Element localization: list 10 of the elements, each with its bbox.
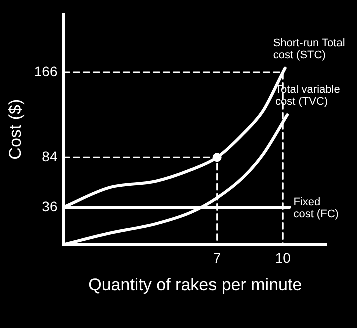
y-tick-label: 84 (42, 148, 58, 164)
x-tick-label: 7 (213, 250, 222, 266)
series-label: Fixed cost (FC) (294, 196, 339, 220)
y-tick-label: 36 (42, 198, 58, 214)
x-axis-title: Quantity of rakes per minute (88, 275, 302, 294)
x-tick-label: 10 (275, 250, 292, 266)
series-label: Short-run Total cost (STC) (273, 37, 346, 62)
y-tick-label: 166 (34, 63, 58, 80)
series-label: Total variable cost (TVC) (276, 84, 340, 108)
y-axis-title: Cost ($) (6, 99, 25, 160)
